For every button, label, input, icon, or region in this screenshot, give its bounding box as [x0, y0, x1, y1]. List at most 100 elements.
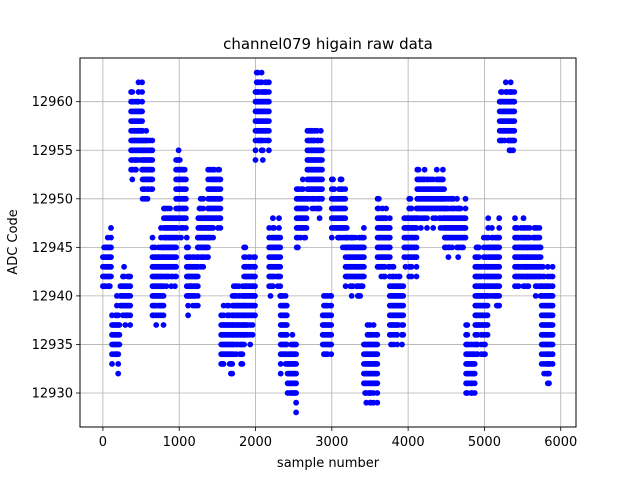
x-axis-label: sample number	[277, 456, 380, 471]
data-point	[413, 244, 420, 251]
data-point	[549, 322, 556, 328]
data-point	[549, 302, 556, 309]
data-point	[511, 108, 518, 115]
data-point	[185, 244, 192, 251]
data-point	[115, 312, 122, 319]
data-point	[319, 195, 325, 202]
data-point	[328, 302, 335, 309]
data-point	[496, 225, 503, 231]
data-point	[482, 341, 488, 348]
data-point	[277, 254, 284, 260]
data-point	[549, 351, 556, 358]
data-point	[413, 225, 420, 231]
data-point	[319, 147, 325, 154]
data-point	[283, 331, 290, 338]
data-point	[149, 157, 156, 163]
data-point	[540, 263, 546, 270]
data-point	[317, 137, 324, 144]
data-point	[293, 351, 299, 358]
data-point	[194, 302, 201, 309]
data-point	[462, 205, 469, 212]
data-point	[544, 263, 551, 270]
data-point	[413, 234, 420, 241]
data-point	[173, 273, 180, 280]
data-point	[400, 302, 407, 309]
data-point	[183, 186, 189, 193]
data-point	[185, 312, 192, 319]
data-point	[121, 263, 127, 270]
data-point	[277, 361, 284, 367]
data-point	[331, 186, 338, 193]
data-point	[210, 225, 217, 231]
data-point	[549, 341, 556, 348]
data-point	[496, 215, 503, 222]
data-point	[153, 322, 160, 328]
data-point	[115, 370, 122, 377]
data-point	[430, 225, 437, 231]
data-point	[149, 186, 156, 193]
data-point	[127, 293, 134, 299]
data-point	[471, 370, 478, 377]
y-tick-label: 12945	[32, 241, 73, 256]
data-point	[511, 89, 518, 95]
data-point	[178, 234, 184, 241]
data-point	[293, 399, 299, 406]
data-point	[546, 370, 552, 377]
data-point	[526, 225, 533, 231]
data-point	[127, 302, 134, 309]
data-point	[108, 244, 114, 251]
data-point	[338, 176, 345, 183]
data-point	[342, 205, 349, 212]
x-tick-label: 6000	[544, 435, 577, 450]
data-point	[266, 127, 272, 134]
data-point	[277, 244, 284, 251]
data-point	[386, 254, 393, 260]
data-point	[160, 302, 167, 309]
data-point	[194, 283, 201, 290]
data-point	[445, 254, 452, 260]
data-point	[317, 127, 324, 134]
data-point	[342, 186, 349, 193]
x-tick-label: 0	[99, 435, 107, 450]
data-point	[299, 176, 306, 183]
data-point	[276, 215, 282, 222]
data-point	[374, 370, 381, 377]
data-point	[328, 351, 335, 358]
data-point	[149, 176, 156, 183]
data-point	[249, 331, 256, 338]
data-point	[328, 322, 335, 328]
data-point	[343, 225, 350, 231]
data-point	[462, 195, 469, 202]
data-point	[449, 244, 455, 251]
data-point	[328, 234, 335, 241]
data-point	[496, 273, 503, 280]
data-point	[496, 234, 503, 241]
data-point	[173, 263, 180, 270]
data-point	[217, 215, 224, 222]
data-point	[167, 205, 173, 212]
data-point	[496, 283, 503, 290]
data-point	[303, 205, 310, 212]
data-point	[496, 293, 503, 299]
data-point	[139, 89, 146, 95]
data-point	[183, 195, 189, 202]
data-point	[266, 79, 272, 86]
data-point	[549, 283, 556, 290]
data-point	[242, 244, 249, 251]
data-point	[536, 225, 543, 231]
data-point	[175, 147, 182, 154]
data-point	[511, 137, 518, 144]
data-point	[511, 127, 518, 134]
data-point	[400, 293, 407, 299]
data-point	[418, 225, 424, 231]
data-point	[511, 118, 518, 124]
data-point	[127, 283, 134, 290]
data-point	[205, 244, 211, 251]
data-point	[276, 225, 282, 231]
data-point	[247, 341, 254, 348]
chart-title: channel079 higain raw data	[223, 35, 433, 53]
data-point	[229, 370, 236, 377]
data-point	[484, 302, 491, 309]
